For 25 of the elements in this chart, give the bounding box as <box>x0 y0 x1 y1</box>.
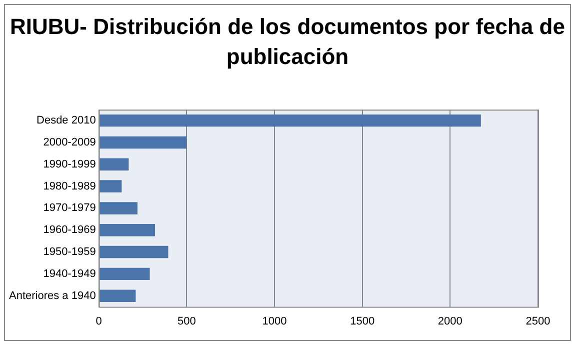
y-tick-label: 1970-1979 <box>43 202 96 214</box>
bar <box>99 114 481 127</box>
x-tick-label: 0 <box>96 315 102 328</box>
y-tick-label: 1990-1999 <box>43 158 96 170</box>
y-tick-label: 1980-1989 <box>43 180 96 192</box>
bar <box>99 158 129 170</box>
x-tick-label: 1500 <box>350 315 375 328</box>
x-tick-label: 1000 <box>262 315 287 328</box>
y-tick-label: Anteriores a 1940 <box>8 290 96 302</box>
bar <box>99 136 187 149</box>
bar <box>99 202 138 214</box>
chart-title: RIUBU- Distribución de los documentos por fecha de publicación <box>9 13 566 71</box>
x-tick-label: 2000 <box>438 315 462 328</box>
x-tick-label: 2500 <box>526 315 550 328</box>
bar <box>99 246 168 258</box>
y-tick-label: 1940-1949 <box>43 268 96 280</box>
y-tick-label: Desde 2010 <box>36 114 96 127</box>
x-tick-label: 500 <box>177 315 196 328</box>
bar <box>99 290 136 302</box>
bar <box>99 224 156 236</box>
y-tick-label: 1960-1969 <box>43 224 96 236</box>
bar <box>99 180 122 192</box>
bar <box>99 268 150 280</box>
y-tick-label: 2000-2009 <box>43 136 96 148</box>
y-tick-label: 1950-1959 <box>43 246 96 258</box>
